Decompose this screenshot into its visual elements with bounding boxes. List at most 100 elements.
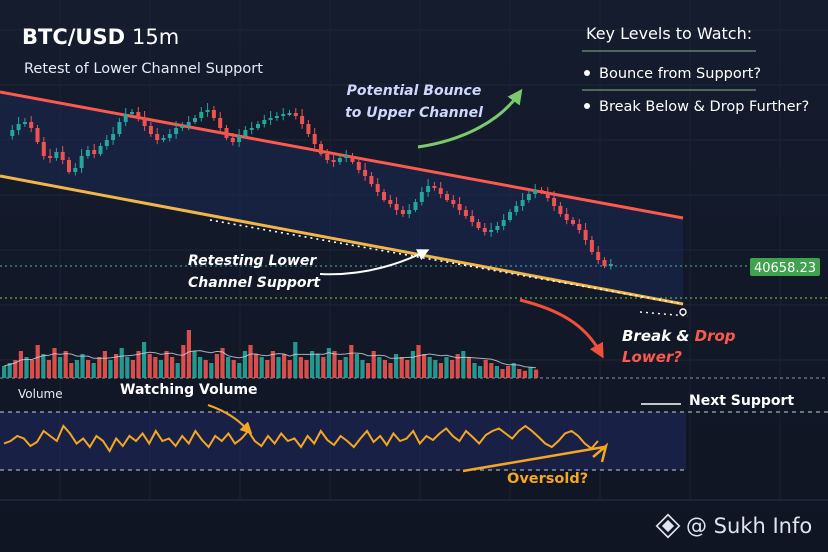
retest-annotation-line1: Retesting Lower <box>188 253 317 269</box>
volume-bar <box>203 360 208 378</box>
candle-body <box>35 128 40 142</box>
candle-body <box>583 230 588 240</box>
upper-channel-line <box>0 90 684 220</box>
key-level-break: Break Below & Drop Further? <box>599 99 809 115</box>
candle-body <box>29 122 34 128</box>
candle-body <box>92 150 97 154</box>
candle-body <box>48 156 53 158</box>
volume-bar <box>254 354 259 378</box>
candle-body <box>79 156 84 168</box>
candle-body <box>508 212 512 220</box>
volume-bar <box>360 360 365 378</box>
volume-bar <box>181 345 186 378</box>
volume-bar <box>450 360 455 378</box>
bounce-annotation-line2: to Upper Channel <box>345 105 483 121</box>
candle-body <box>243 130 248 136</box>
candle-body <box>432 186 437 188</box>
volume-bar <box>371 351 376 378</box>
volume-bar <box>405 360 410 378</box>
volume-bar <box>2 366 7 378</box>
volume-bar <box>125 357 130 378</box>
candle-body <box>300 116 305 124</box>
volume-bar <box>422 354 427 378</box>
candle-body <box>41 142 46 156</box>
candle-body <box>67 160 71 172</box>
volume-bar <box>259 357 264 378</box>
volume-bar <box>158 360 163 378</box>
volume-bar <box>74 360 79 378</box>
volume-bar <box>276 357 281 378</box>
candle-body <box>533 190 538 194</box>
candle-body <box>514 206 519 212</box>
volume-bar <box>13 360 18 378</box>
diamond-logo-icon <box>655 513 681 539</box>
candle-body <box>558 206 563 214</box>
candle-body <box>180 126 185 128</box>
volume-bar <box>248 345 253 378</box>
volume-bar <box>427 357 432 378</box>
candle-body <box>369 176 374 184</box>
volume-bar <box>321 357 326 378</box>
price-tag <box>750 258 820 276</box>
candle-body <box>262 120 267 124</box>
volume-bar <box>388 363 393 378</box>
candle-body <box>552 198 557 206</box>
volume-bar <box>24 357 29 378</box>
volume-bar <box>265 360 270 378</box>
volume-bar <box>119 348 124 378</box>
candle-body <box>155 134 160 140</box>
break-annotation: Break & Drop <box>622 327 736 345</box>
candle-body <box>476 222 481 228</box>
volume-bar <box>399 357 404 378</box>
candle-body <box>344 156 349 158</box>
candle-body <box>438 188 443 194</box>
volume-bar <box>382 360 387 378</box>
bounce-annotation-line1: Potential Bounce <box>347 83 482 99</box>
volume-bar <box>343 357 348 378</box>
volume-bar <box>18 351 23 378</box>
candle-body <box>350 156 355 162</box>
candle-body <box>230 138 235 142</box>
oversold-label: Oversold? <box>507 471 588 487</box>
candle-body <box>470 216 475 222</box>
volume-bars <box>2 330 539 378</box>
volume-bar <box>293 342 298 378</box>
drop-arrow <box>519 298 604 359</box>
candle-body <box>564 214 569 220</box>
candle-body <box>400 210 405 214</box>
volume-bar <box>304 360 309 378</box>
candle-body <box>104 140 109 146</box>
candle-body <box>287 113 292 115</box>
volume-bar <box>63 351 68 378</box>
candle-body <box>274 116 279 118</box>
candle-body <box>419 192 424 202</box>
trendline-end-marker <box>679 308 687 316</box>
candle-body <box>117 122 122 134</box>
volume-bar <box>147 354 152 378</box>
volume-bar <box>517 369 522 378</box>
volume-bar <box>114 354 119 378</box>
candle-body <box>602 260 607 266</box>
volume-bar <box>478 366 483 378</box>
volume-bar <box>332 351 337 378</box>
candle-body <box>16 124 21 130</box>
volume-bar <box>394 354 399 378</box>
volume-ma-line <box>3 350 537 369</box>
watching-volume-label: Watching Volume <box>120 382 258 398</box>
candle-body <box>319 144 323 154</box>
candle-body <box>451 200 456 204</box>
volume-bar <box>69 363 74 378</box>
candle-body <box>501 220 506 226</box>
candle-body <box>363 170 368 176</box>
candle-body <box>293 113 298 116</box>
volume-bar <box>35 345 40 378</box>
candle-body <box>54 152 59 158</box>
watermark-text: @ Sukh Info <box>686 514 812 538</box>
volume-bar <box>102 351 107 378</box>
volume-bar <box>354 354 359 378</box>
volume-bar <box>310 351 315 378</box>
candle-body <box>312 134 317 144</box>
volume-bar <box>349 345 354 378</box>
volume-bar <box>97 357 102 378</box>
volume-bar <box>142 342 147 378</box>
